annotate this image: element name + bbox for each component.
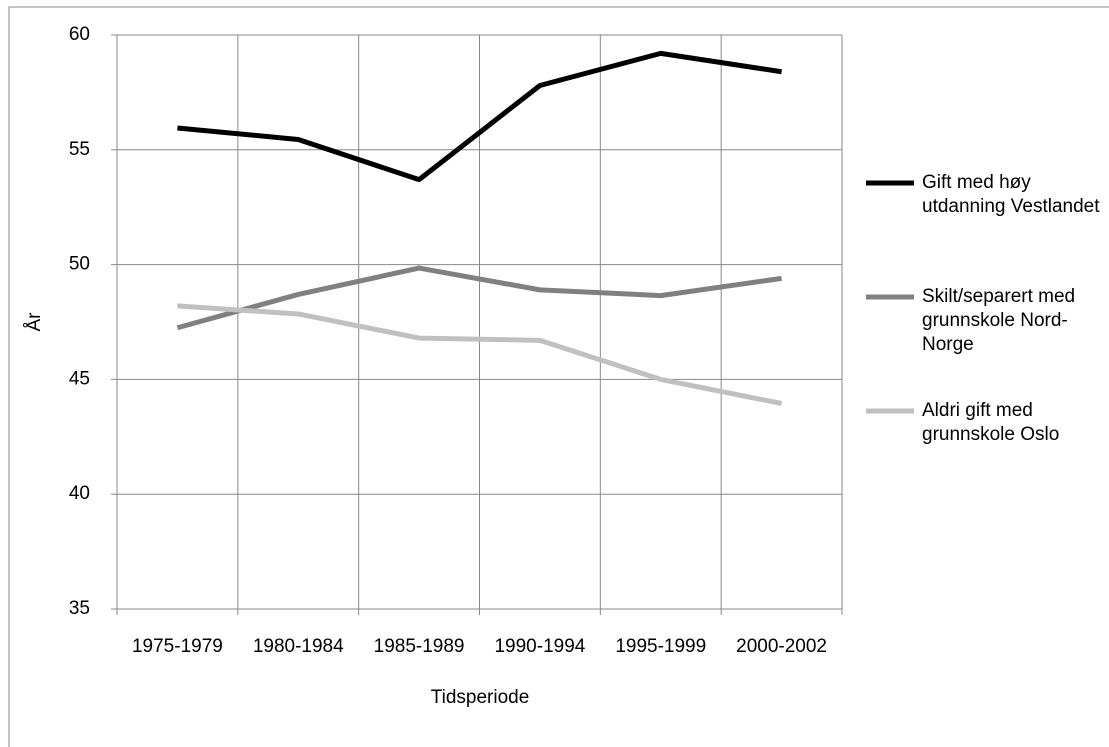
y-tick-label: 35: [69, 598, 90, 619]
x-tick-label: 1980-1984: [253, 636, 344, 657]
y-tick-label: 40: [69, 483, 90, 504]
legend-label: Skilt/separert med grunnskole Nord-Norge: [922, 286, 1076, 355]
series-line: [177, 303, 783, 406]
chart-border: [8, 6, 1109, 747]
y-tick-label: 55: [69, 139, 90, 160]
legend-label: Aldri gift med grunnskole Oslo: [922, 400, 1060, 445]
x-tick-label: 2000-2002: [736, 636, 827, 657]
legend-label: Gift med høy utdanning Vestlandet: [922, 172, 1100, 217]
x-tick-label: 1995-1999: [615, 636, 706, 657]
y-tick-label: 60: [69, 24, 90, 45]
series-line: [177, 50, 782, 183]
y-axis-label: År: [24, 312, 45, 332]
x-tick-label: 1975-1979: [132, 636, 223, 657]
series-line: [176, 265, 782, 331]
x-tick-label: 1985-1989: [374, 636, 465, 657]
x-tick-label: 1990-1994: [494, 636, 585, 657]
y-tick-label: 45: [69, 368, 90, 389]
x-axis-label: Tidsperiode: [431, 687, 530, 708]
y-tick-label: 50: [69, 254, 90, 275]
